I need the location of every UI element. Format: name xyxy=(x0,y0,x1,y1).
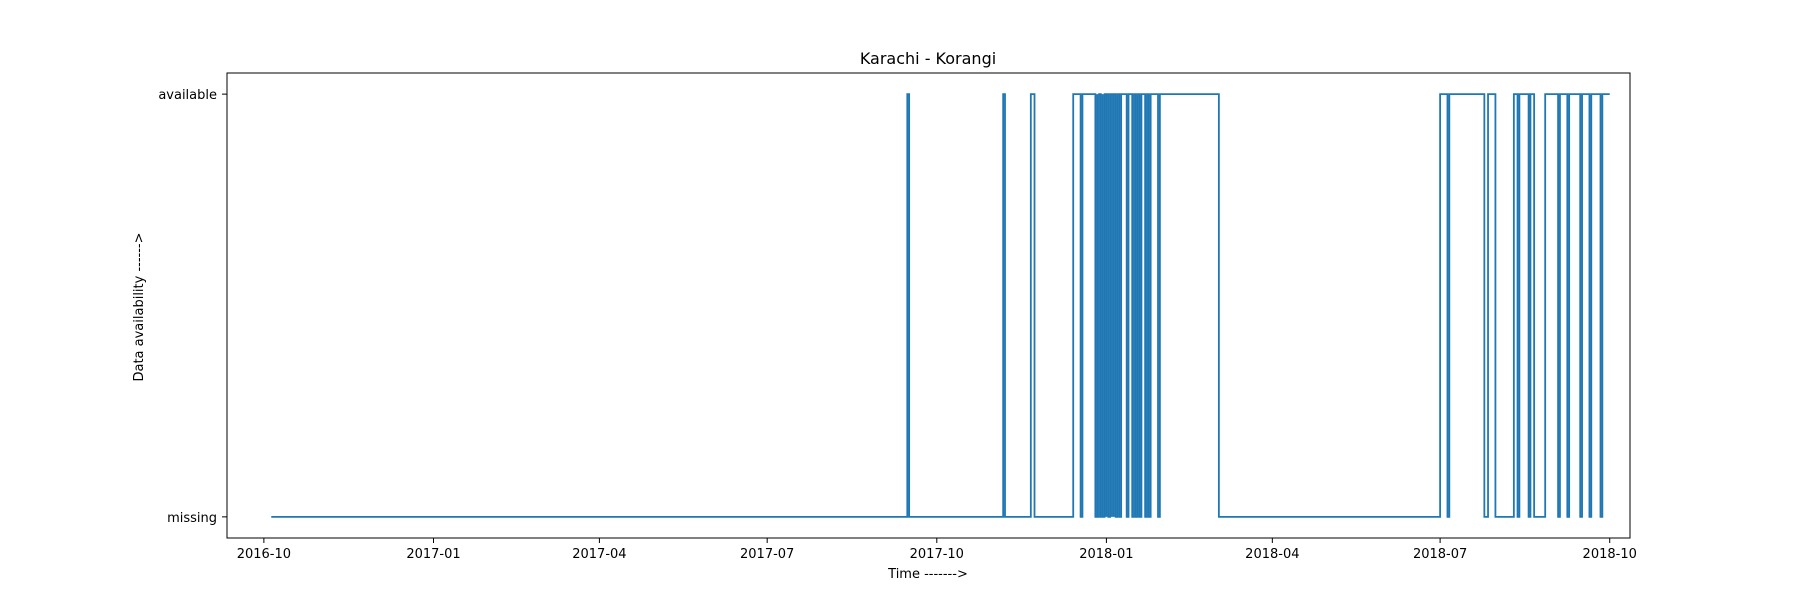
x-tick-label: 2016-10 xyxy=(237,547,291,562)
x-tick-label: 2018-04 xyxy=(1245,547,1299,562)
plot-frame xyxy=(226,72,1631,539)
y-tick-label: missing xyxy=(167,511,217,526)
x-axis-label: Time -------> xyxy=(887,567,968,582)
y-tick-label: available xyxy=(158,88,217,103)
chart-title: Karachi - Korangi xyxy=(860,49,996,68)
x-tick-label: 2017-07 xyxy=(740,547,794,562)
availability-step-line xyxy=(271,93,1610,518)
x-tick-label: 2018-07 xyxy=(1413,547,1467,562)
x-tick-label: 2017-10 xyxy=(910,547,964,562)
y-axis-label: Data availability ------> xyxy=(132,232,147,381)
x-tick-label: 2017-01 xyxy=(406,547,460,562)
x-tick-label: 2017-04 xyxy=(572,547,626,562)
x-tick-label: 2018-10 xyxy=(1583,547,1637,562)
x-tick-label: 2018-01 xyxy=(1079,547,1133,562)
axis-ticks: 2016-10 2017-01 2017-04 2017-07 2017-10 2018-… xyxy=(158,88,1637,562)
data-series xyxy=(271,93,1610,518)
